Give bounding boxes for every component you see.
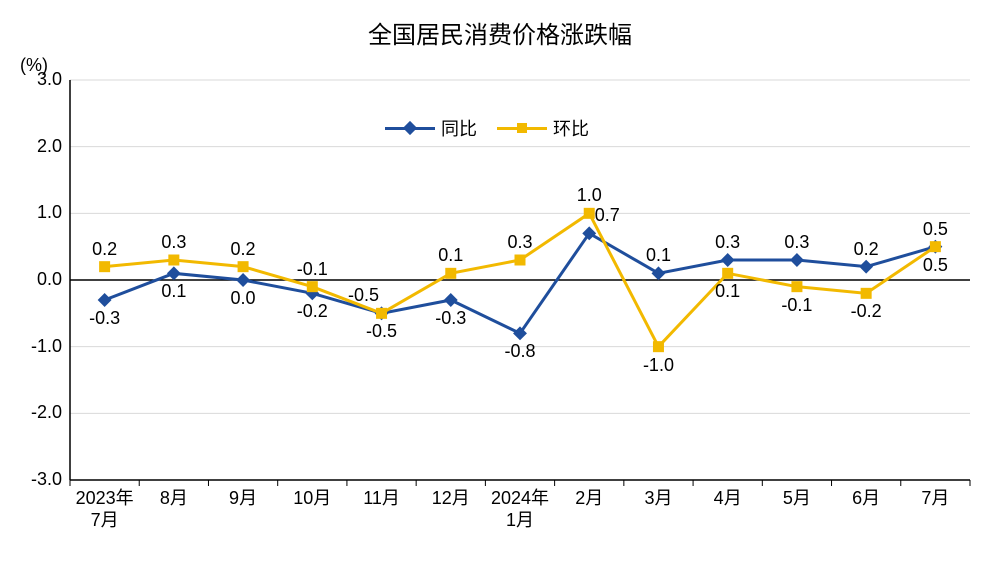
data-label: -0.2	[851, 301, 882, 322]
data-label: -1.0	[643, 355, 674, 376]
chart-legend: 同比 环比	[385, 115, 589, 141]
y-tick-label: -1.0	[12, 336, 62, 357]
data-label: 0.7	[595, 205, 620, 226]
y-tick-label: -2.0	[12, 402, 62, 423]
data-label: 0.1	[161, 281, 186, 302]
data-label: -0.3	[89, 308, 120, 329]
legend-label: 环比	[553, 115, 589, 141]
data-label: 0.5	[923, 219, 948, 240]
x-tick-label: 10月	[293, 488, 331, 510]
legend-item: 同比	[385, 115, 477, 141]
data-label: -0.1	[297, 259, 328, 280]
data-label: 0.2	[92, 239, 117, 260]
data-label: -0.3	[435, 308, 466, 329]
legend-item: 环比	[497, 115, 589, 141]
data-label: 0.1	[715, 281, 740, 302]
data-label: -0.5	[348, 285, 379, 306]
data-label: 0.5	[923, 255, 948, 276]
y-tick-label: 3.0	[12, 69, 62, 90]
data-label: 0.1	[646, 245, 671, 266]
y-tick-label: 1.0	[12, 202, 62, 223]
data-label: 1.0	[577, 185, 602, 206]
x-tick-label: 7月	[921, 488, 949, 510]
data-label: 0.3	[507, 232, 532, 253]
x-tick-label: 2024年 1月	[491, 488, 549, 531]
x-tick-label: 5月	[783, 488, 811, 510]
data-label: -0.2	[297, 301, 328, 322]
cpi-chart: 全国居民消费价格涨跌幅 (%) 同比环比 -3.0-2.0-1.00.01.02…	[0, 0, 1000, 574]
x-tick-label: 6月	[852, 488, 880, 510]
y-tick-label: 0.0	[12, 269, 62, 290]
data-label: -0.1	[781, 295, 812, 316]
data-label: 0.0	[231, 288, 256, 309]
data-label: -0.5	[366, 321, 397, 342]
x-tick-label: 2月	[575, 488, 603, 510]
x-tick-label: 8月	[160, 488, 188, 510]
data-label: 0.3	[784, 232, 809, 253]
data-label: 0.3	[161, 232, 186, 253]
x-tick-label: 3月	[644, 488, 672, 510]
data-label: 0.2	[854, 239, 879, 260]
y-tick-label: 2.0	[12, 136, 62, 157]
x-tick-label: 9月	[229, 488, 257, 510]
data-label: 0.2	[231, 239, 256, 260]
legend-label: 同比	[441, 115, 477, 141]
data-label: 0.3	[715, 232, 740, 253]
x-tick-label: 12月	[432, 488, 470, 510]
x-tick-label: 2023年 7月	[76, 488, 134, 531]
diamond-marker-icon	[385, 127, 435, 130]
y-tick-label: -3.0	[12, 469, 62, 490]
data-label: 0.1	[438, 245, 463, 266]
x-tick-label: 11月	[363, 488, 400, 510]
x-tick-label: 4月	[714, 488, 742, 510]
data-label: -0.8	[504, 341, 535, 362]
square-marker-icon	[497, 127, 547, 130]
